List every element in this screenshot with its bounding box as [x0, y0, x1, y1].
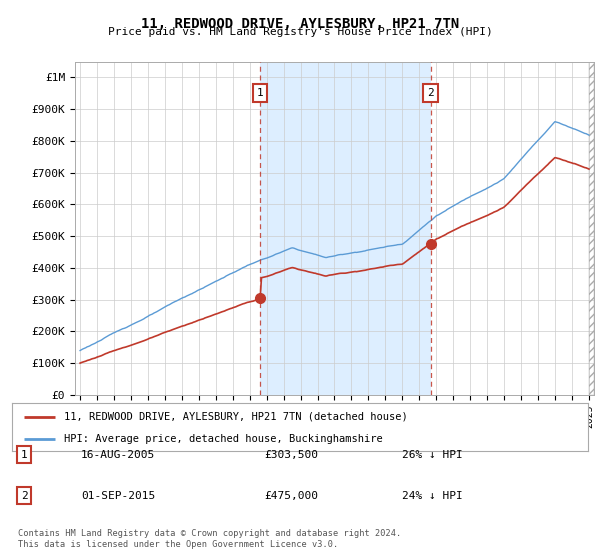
Bar [589, 62, 594, 395]
Text: 1: 1 [20, 450, 28, 460]
Text: 2: 2 [20, 491, 28, 501]
Text: 24% ↓ HPI: 24% ↓ HPI [402, 491, 463, 501]
Text: Contains HM Land Registry data © Crown copyright and database right 2024.
This d: Contains HM Land Registry data © Crown c… [18, 529, 401, 549]
Text: 1: 1 [257, 88, 263, 99]
Text: Price paid vs. HM Land Registry's House Price Index (HPI): Price paid vs. HM Land Registry's House … [107, 27, 493, 37]
Text: 2: 2 [427, 88, 434, 99]
Text: £475,000: £475,000 [264, 491, 318, 501]
Text: 11, REDWOOD DRIVE, AYLESBURY, HP21 7TN: 11, REDWOOD DRIVE, AYLESBURY, HP21 7TN [141, 17, 459, 31]
Text: 11, REDWOOD DRIVE, AYLESBURY, HP21 7TN (detached house): 11, REDWOOD DRIVE, AYLESBURY, HP21 7TN (… [64, 412, 407, 422]
Text: 26% ↓ HPI: 26% ↓ HPI [402, 450, 463, 460]
Text: 16-AUG-2005: 16-AUG-2005 [81, 450, 155, 460]
Bar [260, 62, 431, 395]
Text: HPI: Average price, detached house, Buckinghamshire: HPI: Average price, detached house, Buck… [64, 434, 383, 444]
Text: 01-SEP-2015: 01-SEP-2015 [81, 491, 155, 501]
Text: £303,500: £303,500 [264, 450, 318, 460]
